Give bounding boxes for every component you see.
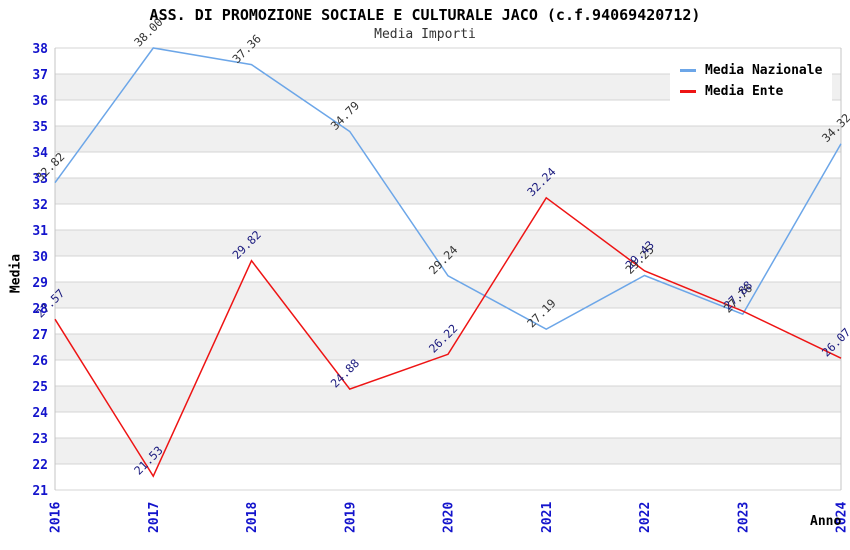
y-tick-label: 29 — [32, 276, 48, 291]
legend-label: Media Nazionale — [705, 62, 823, 78]
legend-item-media-ente: Media Ente — [680, 83, 822, 99]
x-tick-label: 2017 — [147, 502, 162, 533]
legend-label: Media Ente — [705, 83, 784, 99]
y-tick-label: 35 — [32, 120, 48, 135]
x-tick-label: 2016 — [49, 502, 64, 533]
y-tick-label: 31 — [32, 224, 48, 239]
y-tick-label: 22 — [32, 458, 48, 473]
y-tick-label: 34 — [32, 146, 48, 161]
plot-band — [55, 282, 841, 308]
y-tick-label: 27 — [32, 328, 48, 343]
y-tick-label: 24 — [32, 406, 48, 421]
plot-band — [55, 126, 841, 152]
x-tick-label: 2020 — [442, 502, 457, 533]
y-tick-label: 25 — [32, 380, 48, 395]
plot-band — [55, 334, 841, 360]
series-line-media-nazionale — [54, 47, 842, 330]
x-tick-label: 2023 — [736, 502, 751, 533]
x-tick-label: 2024 — [835, 502, 850, 533]
y-axis-title: Media — [8, 253, 24, 294]
chart-subtitle: Media Importi — [374, 27, 476, 42]
plot-band — [55, 386, 841, 412]
data-label: 38.00 — [131, 15, 165, 49]
y-tick-label: 37 — [32, 68, 48, 83]
y-tick-label: 36 — [32, 94, 48, 109]
y-tick-label: 30 — [32, 250, 48, 265]
y-tick-label: 26 — [32, 354, 48, 369]
x-tick-label: 2019 — [343, 502, 358, 533]
legend-swatch-nazionale-icon — [680, 68, 696, 72]
y-tick-label: 28 — [32, 302, 48, 317]
y-tick-label: 33 — [32, 172, 48, 187]
y-tick-label: 23 — [32, 432, 48, 447]
plot-band — [55, 178, 841, 204]
x-axis-title: Anno — [810, 514, 842, 529]
data-label: 24.88 — [328, 356, 362, 390]
x-tick-label: 2021 — [540, 502, 555, 533]
series-line-media-ente — [54, 196, 842, 478]
x-tick-label: 2018 — [245, 502, 260, 533]
data-label: 37.36 — [229, 32, 263, 66]
chart-title: ASS. DI PROMOZIONE SOCIALE E CULTURALE J… — [149, 6, 701, 24]
y-tick-label: 38 — [32, 42, 48, 57]
x-tick-label: 2022 — [638, 502, 653, 533]
y-tick-label: 32 — [32, 198, 48, 213]
plot-band — [55, 438, 841, 464]
y-tick-label: 21 — [32, 484, 48, 499]
legend-swatch-ente-icon — [680, 89, 696, 93]
legend: Media Nazionale Media Ente — [670, 56, 833, 105]
plot-band — [55, 230, 841, 256]
legend-item-media-nazionale: Media Nazionale — [680, 62, 822, 78]
